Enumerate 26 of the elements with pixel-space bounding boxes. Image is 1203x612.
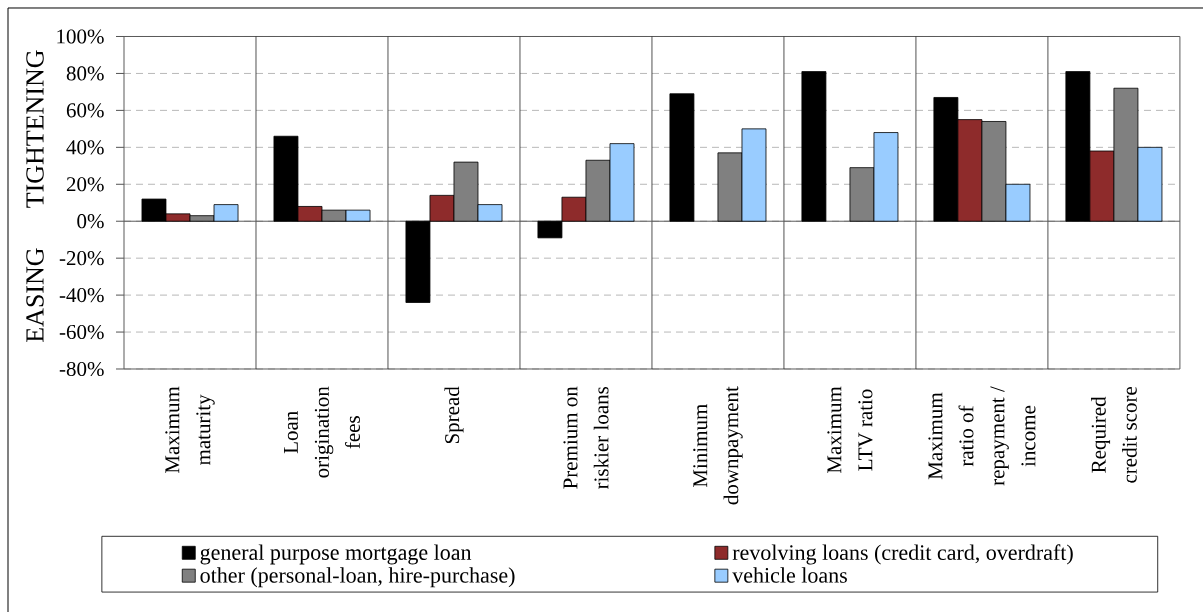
y-tick-label: -20% [59, 251, 104, 266]
legend-label: general purpose mortgage loan [200, 544, 472, 565]
x-tick-label: Required credit score [1091, 386, 1137, 483]
x-tick-label: Maximum ratio of repayment / income [928, 386, 1036, 486]
y-tick-label: 80% [66, 66, 104, 81]
text: TIGHTENING [26, 50, 44, 208]
y-tick-label: -60% [59, 324, 104, 340]
y-tick-label: 0% [77, 214, 104, 229]
y-tick-label: 40% [66, 140, 104, 155]
text: EASING [26, 248, 44, 343]
y-tick-label: 100% [57, 29, 104, 44]
y-tick-label: 20% [66, 177, 104, 192]
x-tick-label: Minimum downpayment [693, 386, 743, 505]
x-tick-label: Premium on riskier loans [563, 386, 609, 490]
legend-label: revolving loans (credit card, overdraft) [732, 544, 1073, 565]
y-tick-label: -40% [59, 288, 104, 303]
x-tick-label: Maximum maturity [165, 386, 215, 474]
bar [801, 71, 827, 222]
x-tick-label: Loan origination fees [284, 386, 360, 478]
legend-label: vehicle loans [732, 567, 847, 583]
x-tick-label: Maximum LTV ratio [827, 386, 873, 474]
y-tick-label: -80% [59, 361, 104, 377]
bar [669, 93, 695, 222]
legend-label: other (personal-loan, hire-purchase) [200, 567, 515, 588]
x-tick-label: Spread [444, 386, 464, 444]
y-tick-label: 60% [66, 103, 104, 118]
